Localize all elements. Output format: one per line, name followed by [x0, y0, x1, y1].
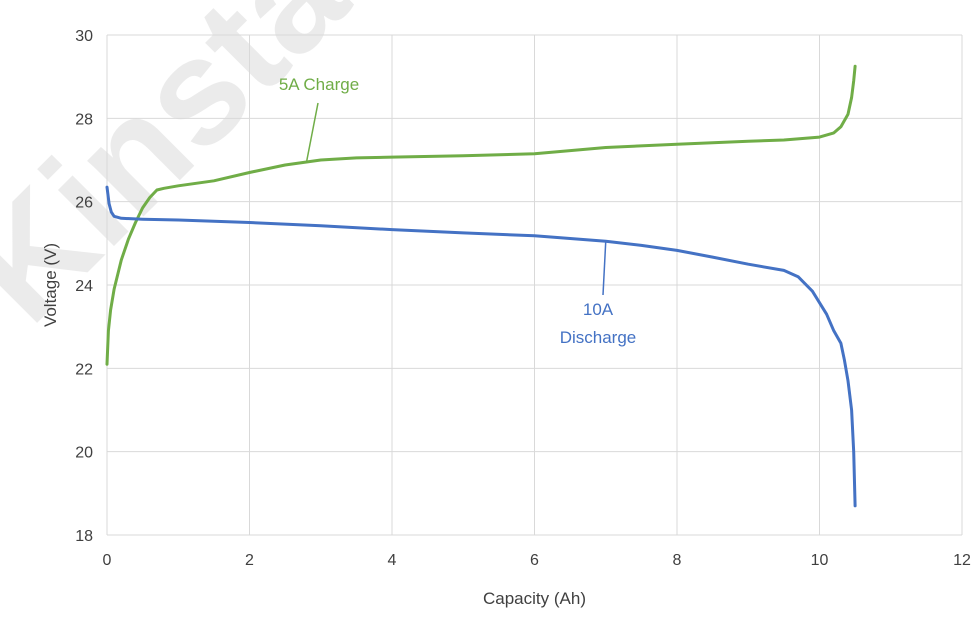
- grid-lines: [106, 34, 963, 536]
- discharge-annotation-line1: 10A: [583, 300, 614, 319]
- x-axis-title: Capacity (Ah): [483, 589, 586, 608]
- x-tick-label: 8: [673, 552, 682, 569]
- y-tick-label: 26: [75, 195, 93, 212]
- x-tick-label: 4: [388, 552, 397, 569]
- y-tick-label: 18: [75, 528, 93, 545]
- y-axis-title: Voltage (V): [41, 243, 60, 327]
- charge-annotation: 5A Charge: [279, 75, 359, 94]
- y-tick-label: 30: [75, 28, 93, 45]
- x-tick-label: 6: [530, 552, 539, 569]
- y-tick-label: 22: [75, 361, 93, 378]
- discharge-series-line: [105, 185, 857, 508]
- discharge-leader-line: [602, 241, 607, 296]
- x-tick-label: 10: [811, 552, 829, 569]
- charge-series-line: [105, 64, 857, 366]
- x-tick-label: 2: [245, 552, 254, 569]
- y-tick-label: 24: [75, 278, 93, 295]
- y-tick-label: 20: [75, 445, 93, 462]
- annotation-layer: 5A Charge 10A Discharge: [279, 75, 636, 347]
- x-tick-label: 12: [953, 552, 971, 569]
- y-tick-label: 28: [75, 111, 93, 128]
- discharge-annotation-line2: Discharge: [560, 328, 637, 347]
- series-layer: [105, 64, 857, 508]
- watermark-text: Kinstar: [0, 0, 418, 353]
- x-tick-label: 0: [103, 552, 112, 569]
- charge-leader-line: [305, 102, 319, 163]
